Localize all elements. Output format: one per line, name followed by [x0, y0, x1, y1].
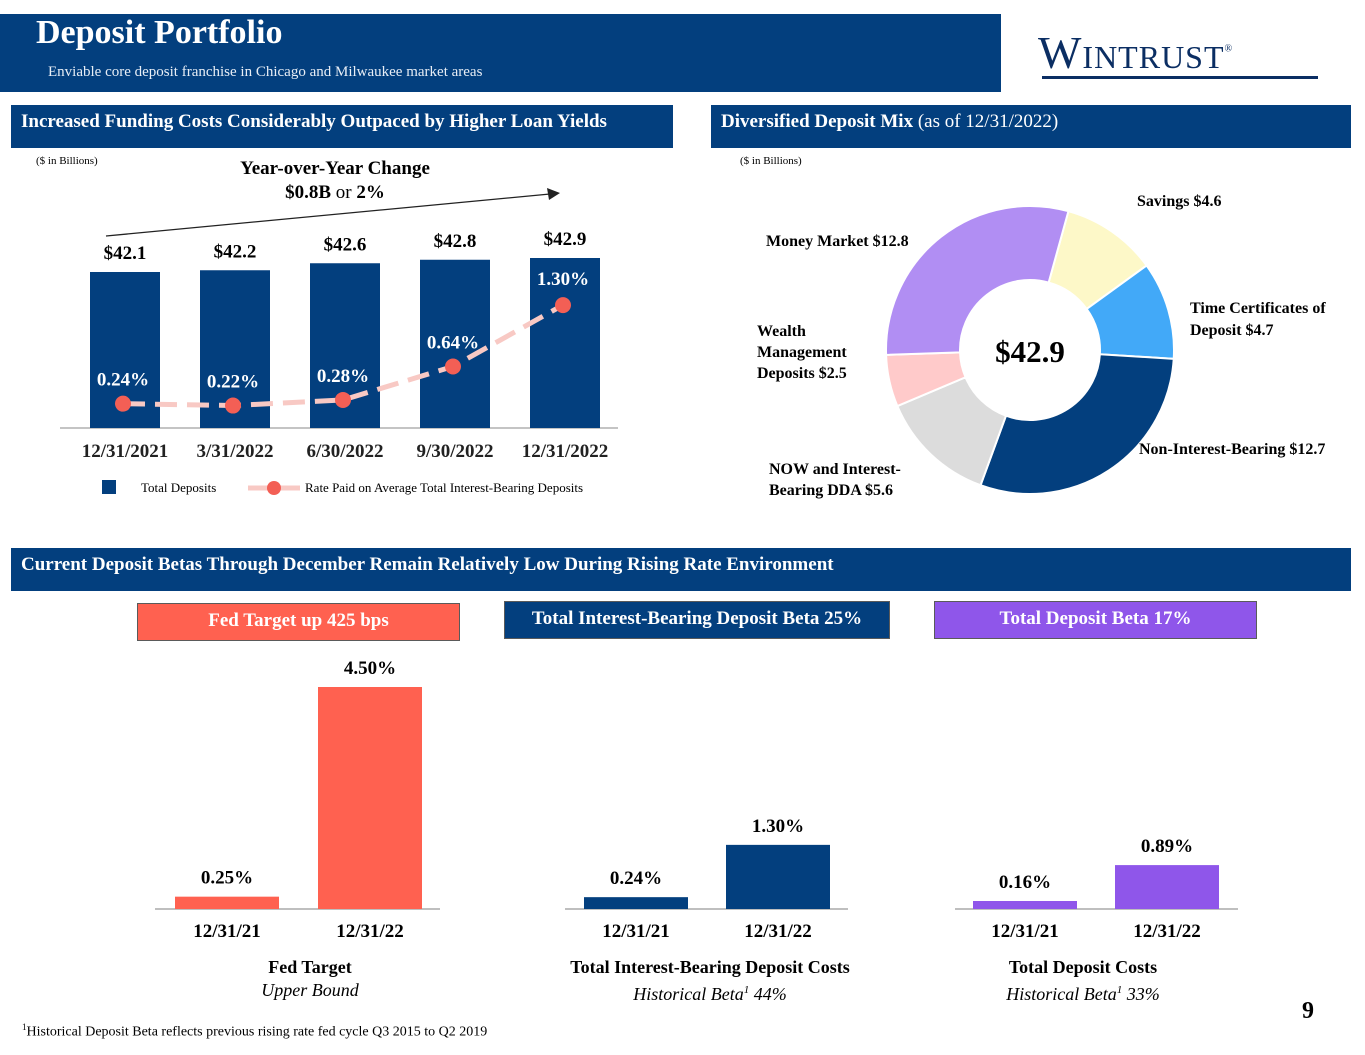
- rate-point: [555, 297, 571, 314]
- logo-underline: [1042, 76, 1318, 79]
- rate-label: 1.30%: [537, 269, 589, 290]
- legend-dot-rate: [267, 481, 281, 495]
- deposit-bar-label: $42.1: [104, 243, 147, 264]
- beta-bar-label: 4.50%: [344, 658, 396, 679]
- rate-point: [335, 391, 351, 408]
- label-non-interest: Non-Interest-Bearing $12.7: [1139, 441, 1325, 458]
- donut-slice: [885, 205, 1070, 356]
- rate-label: 0.64%: [427, 332, 479, 353]
- yoy-change-label: Year-over-Year Change $0.8B or 2%: [180, 157, 490, 205]
- deposit-bar-label: $42.2: [214, 241, 257, 262]
- yoy-arrow-head: [547, 188, 560, 200]
- beta-bar-label: 0.24%: [610, 868, 662, 889]
- label-money-market: Money Market $12.8: [766, 233, 909, 250]
- header-bar: [0, 14, 1001, 92]
- beta-bar: [318, 687, 422, 909]
- page-subtitle: Enviable core deposit franchise in Chica…: [48, 64, 483, 80]
- left-unit-note: ($ in Billions): [36, 155, 98, 167]
- rate-point: [115, 395, 131, 412]
- combo-x-tick: 12/31/2021: [82, 441, 169, 462]
- label-wealth-1: Wealth: [757, 323, 806, 340]
- page-number: 9: [1302, 998, 1314, 1024]
- fed-caption-sub: Upper Bound: [261, 980, 359, 1000]
- combo-x-tick: 6/30/2022: [306, 441, 383, 462]
- combo-x-tick: 3/31/2022: [196, 441, 273, 462]
- ib-caption: Total Interest-Bearing Deposit Costs His…: [540, 956, 880, 1006]
- ib-beta-pill: Total Interest-Bearing Deposit Beta 25%: [504, 601, 890, 639]
- beta-x-tick: 12/31/21: [602, 921, 670, 942]
- donut-center-total: $42.9: [995, 334, 1065, 369]
- deposit-bar-label: $42.6: [324, 234, 367, 255]
- rate-point: [445, 358, 461, 375]
- footnote: 1Historical Deposit Beta reflects previo…: [22, 1022, 488, 1040]
- label-now-2: Bearing DDA $5.6: [769, 482, 893, 499]
- rate-label: 0.22%: [207, 372, 259, 393]
- beta-bar-label: 0.25%: [201, 868, 253, 889]
- beta-bar-charts: 0.25% 12/31/21 4.50% 12/31/22 0.24% 12/31/21 1…: [155, 658, 1238, 942]
- rate-line: [122, 302, 565, 409]
- label-time-cd-1: Time Certificates of: [1190, 300, 1326, 317]
- total-beta-pill: Total Deposit Beta 17%: [934, 601, 1257, 639]
- fed-caption: Fed Target Upper Bound: [160, 956, 460, 1002]
- deposit-bar-label: $42.8: [434, 231, 477, 252]
- beta-bar: [973, 901, 1077, 909]
- beta-x-tick: 12/31/22: [1133, 921, 1201, 942]
- label-savings: Savings $4.6: [1137, 193, 1221, 210]
- beta-x-tick: 12/31/21: [193, 921, 261, 942]
- beta-bar-label: 0.89%: [1141, 836, 1193, 857]
- beta-x-tick: 12/31/21: [991, 921, 1059, 942]
- td-caption-title: Total Deposit Costs: [1008, 957, 1158, 977]
- ib-caption-sub: Historical Beta1 44%: [633, 984, 787, 1004]
- beta-x-tick: 12/31/22: [336, 921, 404, 942]
- donut-slice: [979, 353, 1175, 495]
- beta-bar-label: 1.30%: [752, 816, 804, 837]
- bottom-section-title: Current Deposit Betas Through December R…: [11, 548, 1351, 591]
- deposits-combo-chart: $42.1 12/31/2021 $42.2 3/31/2022 $42.6 6/30/2…: [60, 188, 618, 495]
- wintrust-logo: Wintrust®: [1030, 22, 1330, 84]
- rate-point: [225, 397, 241, 414]
- deposit-bar: [530, 258, 600, 428]
- logo-text: Wintrust®: [1038, 27, 1234, 78]
- beta-bar: [175, 896, 279, 909]
- right-unit-note: ($ in Billions): [740, 155, 802, 167]
- ib-caption-title: Total Interest-Bearing Deposit Costs: [570, 957, 850, 977]
- rate-label: 0.24%: [97, 370, 149, 391]
- legend-label-rate: Rate Paid on Average Total Interest-Bear…: [305, 480, 583, 495]
- beta-x-tick: 12/31/22: [744, 921, 812, 942]
- label-wealth-2: Management: [757, 344, 847, 361]
- fed-caption-title: Fed Target: [268, 957, 352, 977]
- legend-swatch-deposits: [102, 480, 116, 494]
- yoy-arrow-line: [105, 193, 551, 237]
- beta-bar-label: 0.16%: [999, 872, 1051, 893]
- td-caption: Total Deposit Costs Historical Beta1 33%: [933, 956, 1233, 1006]
- combo-x-tick: 9/30/2022: [416, 441, 493, 462]
- combo-x-tick: 12/31/2022: [522, 441, 609, 462]
- left-section-title: Increased Funding Costs Considerably Out…: [11, 105, 673, 148]
- td-caption-sub: Historical Beta1 33%: [1006, 984, 1160, 1004]
- label-wealth-3: Deposits $2.5: [757, 365, 847, 382]
- label-time-cd-2: Deposit $4.7: [1190, 322, 1274, 339]
- deposit-bar-label: $42.9: [544, 229, 587, 250]
- yoy-title: Year-over-Year Change: [240, 158, 430, 179]
- fed-target-pill: Fed Target up 425 bps: [137, 603, 460, 641]
- deposit-bar: [420, 259, 490, 428]
- label-now-1: NOW and Interest-: [769, 461, 901, 478]
- deposit-mix-donut: $42.9 Savings $4.6 Time Certificates of Dep…: [757, 193, 1326, 499]
- legend-label-deposits: Total Deposits: [141, 480, 216, 495]
- beta-bar: [1115, 865, 1219, 909]
- yoy-values: $0.8B or 2%: [285, 182, 385, 203]
- beta-bar: [584, 897, 688, 909]
- rate-label: 0.28%: [317, 366, 369, 387]
- page-title: Deposit Portfolio: [36, 14, 283, 51]
- right-section-title: Diversified Deposit Mix (as of 12/31/202…: [711, 105, 1351, 148]
- beta-bar: [726, 844, 830, 909]
